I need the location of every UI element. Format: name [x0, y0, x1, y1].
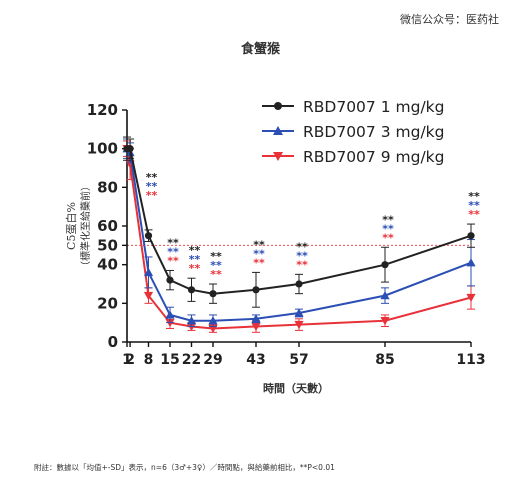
data-point	[295, 280, 303, 288]
significance-marker: **	[189, 244, 201, 257]
legend-marker	[273, 152, 283, 161]
significance-marker: **	[146, 189, 158, 202]
significance-marker: **	[382, 213, 394, 226]
data-point	[126, 145, 134, 153]
data-point	[380, 291, 390, 300]
x-axis-label: 時間（天數）	[263, 381, 329, 395]
y-axis-label: C5蛋白%	[64, 202, 78, 250]
x-tick-label: 8	[144, 352, 154, 368]
significance-marker: **	[468, 190, 480, 203]
data-point	[294, 320, 304, 330]
significance-marker: **	[189, 262, 201, 275]
legend-label: RBD7007 3 mg/kg	[303, 123, 444, 141]
legend-label: RBD7007 9 mg/kg	[303, 148, 444, 166]
y-tick-label: 80	[97, 178, 118, 196]
series-line	[127, 147, 472, 295]
data-point	[144, 232, 153, 240]
x-tick-label: 1	[122, 352, 132, 368]
data-point	[381, 261, 389, 269]
x-tick-label: 15	[160, 352, 179, 368]
data-point	[380, 317, 390, 326]
significance-marker: **	[167, 245, 179, 258]
data-point	[187, 286, 196, 294]
legend-marker	[273, 126, 283, 135]
significance-marker: **	[296, 258, 308, 271]
x-tick-label: 2	[125, 352, 135, 368]
y-tick-label: 60	[97, 217, 118, 235]
significance-marker: **	[253, 247, 265, 260]
x-tick-label: 43	[246, 352, 265, 368]
data-point	[251, 322, 261, 332]
significance-marker: **	[468, 199, 480, 212]
data-point	[252, 286, 260, 294]
data-point	[143, 291, 154, 301]
significance-marker: **	[253, 238, 265, 251]
x-tick-label: 22	[182, 352, 201, 368]
significance-marker: **	[382, 231, 394, 244]
significance-marker: **	[189, 253, 201, 266]
legend-label: RBD7007 1 mg/kg	[303, 98, 444, 116]
x-tick-label: 85	[375, 352, 394, 368]
y-tick-label: 40	[97, 256, 118, 274]
significance-marker: **	[468, 208, 480, 221]
data-point	[466, 258, 476, 267]
significance-marker: **	[296, 249, 308, 262]
data-point	[251, 314, 261, 323]
significance-marker: **	[146, 171, 158, 184]
y-tick-label: 100	[87, 140, 118, 158]
significance-marker: **	[253, 256, 265, 269]
chart-title: 食蟹猴	[240, 42, 280, 57]
data-point	[294, 308, 304, 317]
watermark: 微信公众号：医药社	[400, 13, 499, 26]
data-point	[209, 290, 217, 298]
data-point	[466, 293, 476, 303]
series-line	[126, 148, 472, 322]
y-axis-sublabel: （標準化至給藥前）	[79, 181, 92, 271]
data-point	[467, 232, 475, 240]
data-point	[208, 316, 218, 325]
significance-marker: **	[296, 240, 308, 253]
data-point	[143, 267, 154, 277]
legend-marker	[274, 102, 282, 110]
significance-marker: **	[167, 236, 179, 249]
significance-marker: **	[210, 250, 222, 263]
series-line	[126, 148, 472, 330]
y-tick-label: 0	[108, 333, 118, 351]
x-tick-label: 113	[456, 352, 485, 368]
data-point	[166, 276, 174, 284]
data-point	[165, 310, 175, 319]
y-tick-label: 20	[97, 294, 118, 312]
significance-marker: **	[146, 180, 158, 193]
footnote: 附註：數據以「均值+-SD」表示，n=6（3♂+3♀）／時間點，與給藥前相比，*…	[34, 463, 335, 472]
significance-marker: **	[210, 268, 222, 281]
significance-marker: **	[210, 259, 222, 272]
x-tick-label: 29	[203, 352, 222, 368]
x-tick-label: 57	[289, 352, 308, 368]
data-point	[186, 316, 197, 325]
significance-marker: **	[167, 254, 179, 267]
significance-marker: **	[382, 222, 394, 235]
y-tick-label: 50	[97, 236, 118, 254]
y-tick-label: 120	[87, 101, 118, 119]
